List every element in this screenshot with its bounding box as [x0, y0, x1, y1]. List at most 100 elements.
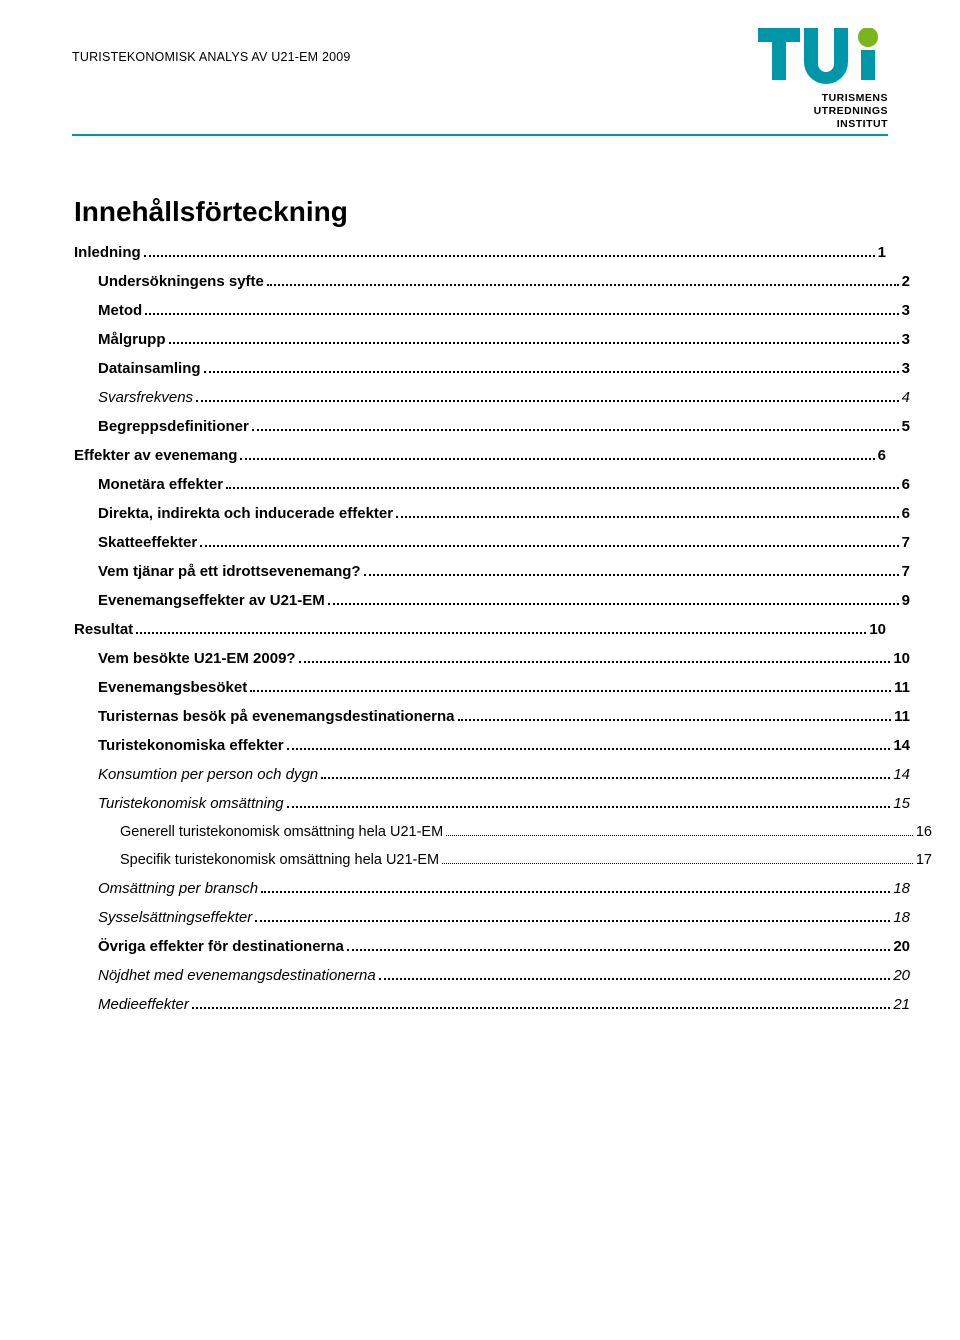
toc-leader-dots	[192, 998, 890, 1009]
toc-entry-label: Nöjdhet med evenemangsdestinationerna	[98, 967, 376, 984]
toc-entry-label: Skatteeffekter	[98, 534, 197, 551]
toc-entry: Målgrupp3	[98, 331, 910, 348]
toc-leader-dots	[364, 565, 899, 576]
toc-entry-label: Inledning	[74, 244, 141, 261]
toc-leader-dots	[250, 681, 891, 692]
toc-entry-page: 11	[894, 679, 910, 696]
document-header-title: TURISTEKONOMISK ANALYS AV U21-EM 2009	[72, 28, 351, 64]
toc-leader-dots	[321, 768, 890, 779]
logo-text-line2: UTREDNINGS	[758, 105, 888, 118]
toc-entry-page: 14	[893, 766, 910, 783]
toc-entry-page: 5	[902, 418, 910, 435]
toc-entry-label: Svarsfrekvens	[98, 389, 193, 406]
logo-text-line3: INSTITUT	[758, 118, 888, 131]
toc-entry-label: Monetära effekter	[98, 476, 223, 493]
toc-entry: Turistekonomisk omsättning 15	[98, 795, 910, 812]
toc-entry-label: Evenemangseffekter av U21-EM	[98, 592, 325, 609]
toc-entry-label: Evenemangsbesöket	[98, 679, 247, 696]
toc-leader-dots	[287, 797, 891, 808]
toc-leader-dots	[299, 652, 891, 663]
toc-entry: Svarsfrekvens 4	[98, 389, 910, 406]
toc-entry-page: 21	[893, 996, 910, 1013]
toc-leader-dots	[255, 911, 890, 922]
toc-entry-page: 6	[902, 505, 910, 522]
toc-entry: Turistekonomiska effekter 14	[98, 737, 910, 754]
toc-leader-dots	[252, 420, 899, 431]
toc-entry: Effekter av evenemang6	[74, 447, 886, 464]
toc-entry: Övriga effekter för destinationerna20	[98, 938, 910, 955]
toc-leader-dots	[287, 739, 891, 750]
toc-entry: Monetära effekter 6	[98, 476, 910, 493]
toc-entry-page: 4	[902, 389, 910, 406]
toc-entry-label: Omsättning per bransch	[98, 880, 258, 897]
header-rule	[72, 134, 888, 136]
toc-leader-dots	[446, 825, 913, 836]
toc-entry-page: 17	[916, 852, 932, 868]
toc-entry-label: Turistekonomisk omsättning	[98, 795, 284, 812]
toc-entry-page: 20	[893, 938, 910, 955]
toc-leader-dots	[240, 449, 874, 460]
toc-entry-page: 10	[893, 650, 910, 667]
toc-leader-dots	[196, 391, 899, 402]
toc-entry-label: Undersökningens syfte	[98, 273, 264, 290]
toc-entry: Omsättning per bransch 18	[98, 880, 910, 897]
toc-leader-dots	[169, 333, 899, 344]
toc-leader-dots	[379, 969, 891, 980]
toc-leader-dots	[204, 362, 899, 373]
tui-logo-text: TURISMENS UTREDNINGS INSTITUT	[758, 92, 888, 131]
toc-leader-dots	[261, 882, 890, 893]
toc-leader-dots	[442, 853, 913, 864]
toc-entry: Inledning1	[74, 244, 886, 261]
toc-entry-page: 6	[878, 447, 886, 464]
toc-entry-label: Vem tjänar på ett idrottsevenemang?	[98, 563, 361, 580]
toc-entry-page: 7	[902, 563, 910, 580]
toc-entry: Evenemangseffekter av U21-EM 9	[98, 592, 910, 609]
toc-entry-label: Generell turistekonomisk omsättning hela…	[120, 824, 443, 840]
toc-entry-page: 10	[869, 621, 886, 638]
toc-entry-label: Sysselsättningseffekter	[98, 909, 252, 926]
toc-entries-container: Inledning1Undersökningens syfte2Metod3Må…	[74, 244, 886, 1013]
toc-entry-label: Resultat	[74, 621, 133, 638]
toc-entry-label: Vem besökte U21-EM 2009?	[98, 650, 296, 667]
toc-entry-label: Direkta, indirekta och inducerade effekt…	[98, 505, 393, 522]
toc-entry: Specifik turistekonomisk omsättning hela…	[120, 852, 932, 868]
toc-entry: Generell turistekonomisk omsättning hela…	[120, 824, 932, 840]
toc-entry-page: 6	[902, 476, 910, 493]
toc-leader-dots	[347, 940, 890, 951]
toc-entry-page: 11	[894, 708, 910, 725]
toc-entry-page: 20	[893, 967, 910, 984]
toc-entry-page: 14	[893, 737, 910, 754]
tui-logo-mark	[758, 28, 888, 86]
toc-entry-label: Specifik turistekonomisk omsättning hela…	[120, 852, 439, 868]
toc-leader-dots	[200, 536, 898, 547]
page-header: TURISTEKONOMISK ANALYS AV U21-EM 2009 TU…	[72, 28, 888, 128]
toc-leader-dots	[144, 246, 875, 257]
toc-entry: Evenemangsbesöket 11	[98, 679, 910, 696]
toc-entry-page: 16	[916, 824, 932, 840]
toc-entry-label: Begreppsdefinitioner	[98, 418, 249, 435]
table-of-contents: Innehållsförteckning Inledning1 Undersökn…	[72, 196, 888, 1013]
toc-heading: Innehållsförteckning	[74, 196, 886, 228]
toc-leader-dots	[396, 507, 899, 518]
toc-entry-label: Turistekonomiska effekter	[98, 737, 284, 754]
toc-entry-page: 15	[893, 795, 910, 812]
toc-entry: Undersökningens syfte 2	[98, 273, 910, 290]
toc-leader-dots	[136, 623, 866, 634]
logo-text-line1: TURISMENS	[758, 92, 888, 105]
toc-entry-page: 18	[893, 909, 910, 926]
toc-entry-page: 9	[902, 592, 910, 609]
toc-entry: Metod3	[98, 302, 910, 319]
toc-entry: Konsumtion per person och dygn14	[98, 766, 910, 783]
page: TURISTEKONOMISK ANALYS AV U21-EM 2009 TU…	[0, 0, 960, 1340]
toc-entry: Medieeffekter21	[98, 996, 910, 1013]
toc-entry: Datainsamling3	[98, 360, 910, 377]
toc-entry-page: 3	[902, 360, 910, 377]
toc-entry-page: 2	[902, 273, 910, 290]
toc-entry: Direkta, indirekta och inducerade effekt…	[98, 505, 910, 522]
toc-entry: Resultat 10	[74, 621, 886, 638]
toc-entry-page: 18	[893, 880, 910, 897]
toc-leader-dots	[267, 275, 899, 286]
toc-entry-label: Metod	[98, 302, 142, 319]
toc-leader-dots	[226, 478, 899, 489]
toc-entry: Vem besökte U21-EM 2009? 10	[98, 650, 910, 667]
